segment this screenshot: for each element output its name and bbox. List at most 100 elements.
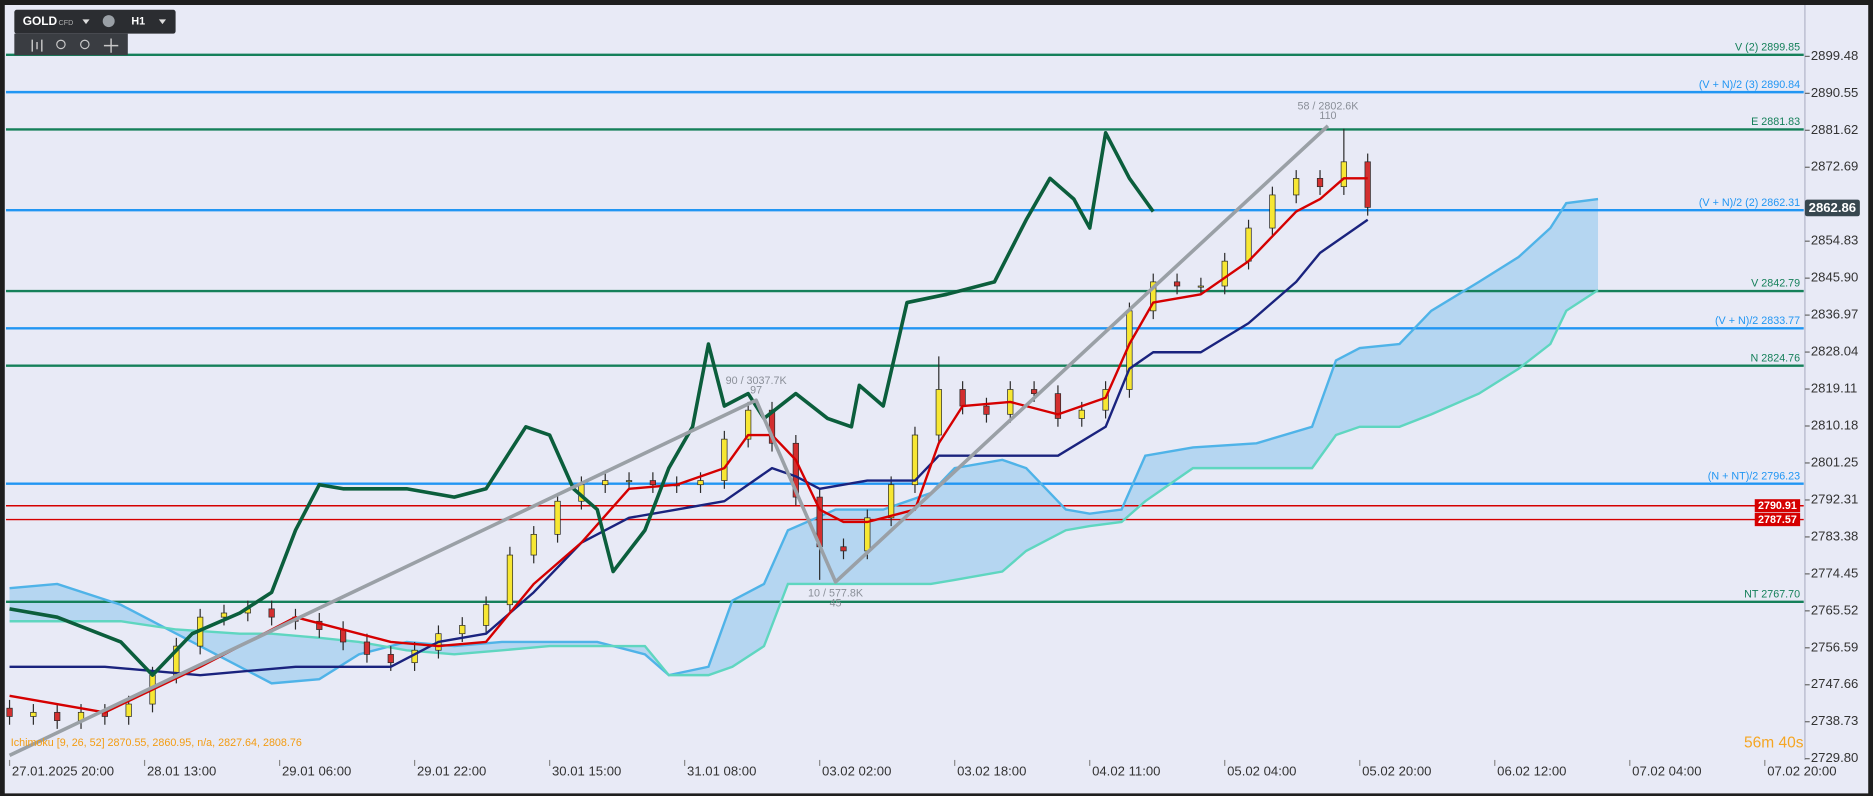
candle-body <box>316 620 323 630</box>
y-tick-label: 2747.66 <box>1811 676 1858 691</box>
level-label: N 2824.76 <box>1751 352 1801 364</box>
candle-body <box>1245 227 1252 262</box>
timeframe-dropdown[interactable] <box>158 19 167 25</box>
symbol-dropdown[interactable] <box>82 19 90 25</box>
y-tick-label: 2783.38 <box>1811 528 1858 543</box>
candle-body <box>1293 178 1300 196</box>
candle-body <box>1316 178 1324 188</box>
candle-timer: 56m 40s <box>1744 734 1804 751</box>
y-tick-label: 2836.97 <box>1811 307 1858 322</box>
x-tick-label: 28.01 13:00 <box>147 763 216 778</box>
candle-body <box>1269 194 1276 229</box>
y-tick-label: 2890.55 <box>1811 85 1858 100</box>
candle-body <box>649 480 656 486</box>
candle-body <box>482 604 490 626</box>
candle-body <box>54 711 61 721</box>
level-label: E 2881.83 <box>1751 116 1800 128</box>
candle-body <box>30 711 37 717</box>
price-tag <box>1754 499 1801 513</box>
candle-body <box>959 389 966 407</box>
candle-body <box>1173 281 1181 287</box>
toolbar-tools <box>14 33 128 56</box>
zoom-in-button[interactable] <box>80 39 90 50</box>
x-tick-label: 05.02 20:00 <box>1362 763 1431 778</box>
candle-body <box>935 389 942 436</box>
y-tick-label: 2774.45 <box>1811 565 1858 580</box>
candle-body <box>840 546 847 552</box>
x-tick-label: 29.01 22:00 <box>417 763 486 778</box>
timeframe[interactable]: H1 <box>131 16 145 28</box>
x-tick-label: 27.01.2025 20:00 <box>12 763 114 778</box>
zigzag-label: 110 <box>1319 110 1336 122</box>
y-tick-label: 2854.83 <box>1811 233 1858 248</box>
y-tick-label: 2801.25 <box>1811 454 1858 469</box>
candle-body <box>911 434 919 486</box>
x-tick-label: 05.02 04:00 <box>1227 763 1296 778</box>
toolbar: GOLD CFD H1 <box>14 9 176 56</box>
y-tick-label: 2872.69 <box>1811 159 1858 174</box>
y-tick-label: 2765.52 <box>1811 602 1858 617</box>
candle-body <box>745 409 752 440</box>
x-tick-label: 07.02 20:00 <box>1767 763 1836 778</box>
candle-body <box>268 608 275 618</box>
candle-body <box>1078 409 1085 419</box>
x-tick-label: 30.01 15:00 <box>552 763 621 778</box>
x-tick-label: 04.02 11:00 <box>1092 763 1160 778</box>
candle-body <box>1364 161 1371 208</box>
price-tag <box>1754 513 1801 527</box>
x-tick-label: 03.02 18:00 <box>957 763 1026 778</box>
candle-body <box>220 612 228 618</box>
current-price-label: 2862.86 <box>1809 200 1856 215</box>
ichimoku-cloud <box>9 199 1599 684</box>
y-tick-label: 2792.31 <box>1811 491 1858 506</box>
level-label: (V + N)/2 2833.77 <box>1715 315 1800 327</box>
candle-body <box>983 405 990 415</box>
crosshair-button[interactable] <box>103 38 119 53</box>
y-tick-label: 2729.80 <box>1811 750 1858 765</box>
level-label: V 2842.79 <box>1751 278 1800 290</box>
ichimoku-line <box>9 177 1368 714</box>
y-tick-label: 2828.04 <box>1811 344 1858 359</box>
zigzag-label: 97 <box>750 385 762 397</box>
x-tick-label: 07.02 04:00 <box>1632 763 1701 778</box>
zigzag-label: 90 / 3037.7K <box>726 375 788 387</box>
candle-body <box>530 533 537 556</box>
ichimoku-span <box>9 197 1599 685</box>
y-tick-label: 2845.90 <box>1811 270 1858 285</box>
indicator-button[interactable] <box>31 39 43 52</box>
candle-body <box>721 438 728 481</box>
market: CFD <box>59 19 74 27</box>
x-tick-label: 03.02 02:00 <box>822 763 891 778</box>
symbol[interactable]: GOLD <box>23 14 58 28</box>
level-label: (V + N)/2 (3) 2890.84 <box>1699 79 1800 91</box>
y-tick-label: 2819.11 <box>1811 380 1857 395</box>
candle-body <box>125 703 132 717</box>
info-button[interactable] <box>102 15 115 28</box>
ichimoku-line <box>9 131 1155 677</box>
current-price-tag <box>1804 199 1860 217</box>
x-tick-label: 06.02 12:00 <box>1497 763 1566 778</box>
candle-body <box>888 484 895 519</box>
level-label: V (2) 2899.85 <box>1735 42 1800 54</box>
y-tick-label: 2899.48 <box>1811 48 1858 63</box>
candle-body <box>387 654 394 664</box>
zoom-out-button[interactable] <box>56 39 66 50</box>
candle-body <box>1340 161 1347 188</box>
y-tick-label: 2881.62 <box>1811 122 1858 137</box>
candle-body <box>340 629 347 643</box>
candle-body <box>554 500 561 535</box>
candle-body <box>602 480 609 486</box>
price-tag-label: 2787.57 <box>1758 514 1797 526</box>
candle-body <box>1221 260 1228 287</box>
candle-body <box>1054 393 1062 419</box>
candle-body <box>6 707 13 717</box>
candle-body <box>625 480 633 483</box>
candle-body <box>1197 285 1205 288</box>
price-tag-label: 2790.91 <box>1758 500 1797 512</box>
candle-body <box>1150 281 1157 312</box>
candle-body <box>1031 389 1038 394</box>
candle-body <box>459 625 466 635</box>
candle-body <box>792 442 799 498</box>
